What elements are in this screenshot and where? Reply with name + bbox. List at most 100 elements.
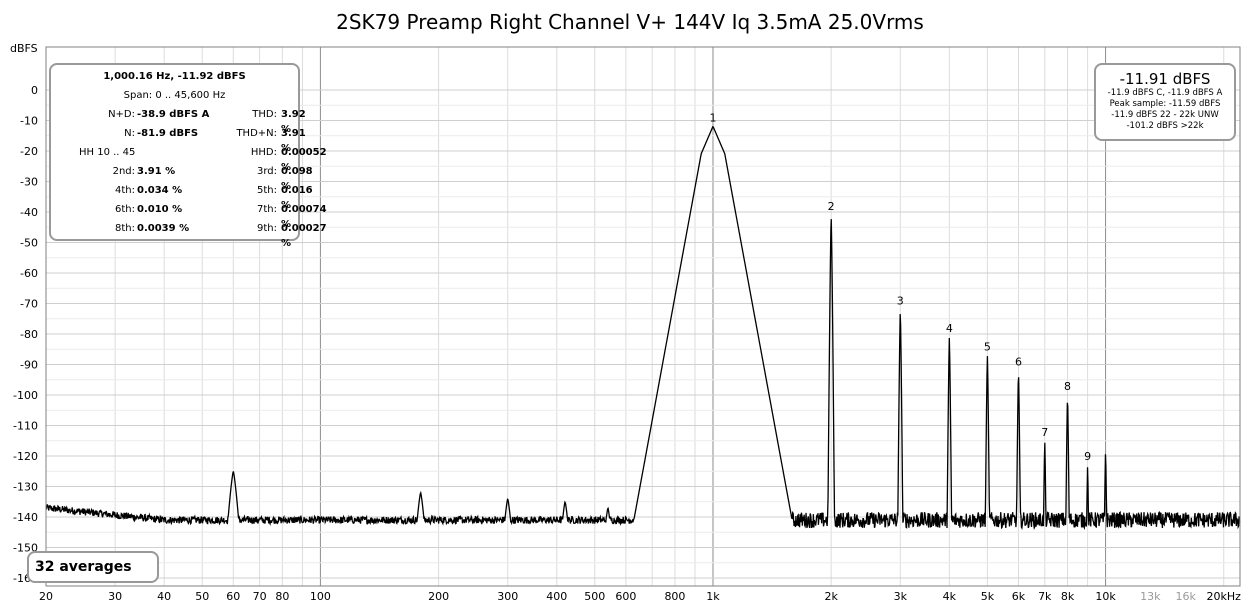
stat-value: 0.00074 % bbox=[281, 204, 327, 230]
stat-value: 0.00027 % bbox=[281, 223, 327, 249]
y-tick-label: 0 bbox=[31, 84, 38, 97]
x-tick-label: 100 bbox=[310, 590, 331, 603]
x-tick-label: 7k bbox=[1038, 590, 1052, 603]
stat-label: 2nd: bbox=[112, 166, 135, 177]
x-tick-label: 40 bbox=[157, 590, 171, 603]
stat-label: 8th: bbox=[115, 223, 135, 234]
stat-value: 0.0039 % bbox=[137, 223, 190, 234]
stats-row: 8th: 0.0039 % 9th: 0.00027 % bbox=[51, 221, 327, 249]
x-tick-label: 200 bbox=[428, 590, 449, 603]
stat-label: THD: bbox=[252, 109, 277, 120]
harmonic-labels: 1 2 3 4 5 6 7 8 9 bbox=[709, 111, 1091, 463]
stat-value: 0.016 % bbox=[281, 185, 313, 211]
stat-label: N: bbox=[124, 128, 135, 139]
harmonic-label: 2 bbox=[828, 200, 835, 213]
level-panel: -11.91 dBFS -11.9 dBFS C, -11.9 dBFS A P… bbox=[1094, 63, 1236, 141]
stat-label: THD+N: bbox=[236, 128, 277, 139]
level-line: Peak sample: -11.59 dBFS bbox=[1109, 99, 1221, 109]
level-line: -101.2 dBFS >22k bbox=[1126, 121, 1204, 131]
y-tick-label: -10 bbox=[20, 115, 38, 128]
stat-label: HHD: bbox=[250, 147, 277, 158]
stat-label: 7th: bbox=[257, 204, 277, 215]
plot-frame bbox=[45, 46, 1241, 587]
stats-row: 2nd: 3.91 % 3rd: 0.098 % bbox=[51, 164, 313, 192]
x-tick-label: 10k bbox=[1095, 590, 1116, 603]
x-tick-label: 13k bbox=[1140, 590, 1161, 603]
harmonic-label: 9 bbox=[1084, 450, 1091, 463]
y-tick-label: -130 bbox=[13, 481, 38, 494]
stats-row: N: -81.9 dBFS THD+N: 3.91 % bbox=[51, 126, 306, 154]
harmonic-label: 7 bbox=[1041, 426, 1048, 439]
x-tick-label: 16k bbox=[1176, 590, 1197, 603]
stats-row: 6th: 0.010 % 7th: 0.00074 % bbox=[51, 202, 327, 230]
x-tick-label: 30 bbox=[108, 590, 122, 603]
stat-label: 5th: bbox=[257, 185, 277, 196]
x-tick-label: 300 bbox=[497, 590, 518, 603]
y-axis: 0 -10 -20 -30 -40 -50 -60 -70 -80 -90 -100 -110 -120… bbox=[13, 84, 38, 585]
y-tick-label: -110 bbox=[13, 420, 38, 433]
stat-value: -81.9 dBFS bbox=[137, 128, 199, 139]
y-tick-label: -80 bbox=[20, 328, 38, 341]
x-tick-label: 80 bbox=[275, 590, 289, 603]
stat-value: -38.9 dBFS A bbox=[137, 109, 210, 120]
x-tick-label: 400 bbox=[546, 590, 567, 603]
x-tick-label: 6k bbox=[1012, 590, 1026, 603]
stat-label: HH 10 .. 45 bbox=[79, 147, 136, 158]
stat-label: N+D: bbox=[108, 109, 135, 120]
x-tick-label: 3k bbox=[894, 590, 908, 603]
stat-label: 9th: bbox=[257, 223, 277, 234]
y-tick-label: -30 bbox=[20, 176, 38, 189]
y-tick-label: -20 bbox=[20, 145, 38, 158]
x-tick-label: 8k bbox=[1061, 590, 1075, 603]
frequency-level-readout: 1,000.16 Hz, -11.92 dBFS bbox=[103, 71, 246, 82]
x-axis: 20 30 40 50 60 70 80 100 200 300 400 500 600 800 1k 2k 3… bbox=[39, 590, 1241, 603]
stat-label: 6th: bbox=[115, 204, 135, 215]
y-tick-label: -50 bbox=[20, 237, 38, 250]
y-axis-label: dBFS bbox=[10, 42, 38, 55]
chart-title: 2SK79 Preamp Right Channel V+ 144V Iq 3.… bbox=[336, 10, 924, 34]
x-tick-label: 600 bbox=[615, 590, 636, 603]
measurement-panel: 1,000.16 Hz, -11.92 dBFS Span: 0 .. 45,6… bbox=[49, 63, 327, 249]
stat-value: 0.00052 % bbox=[281, 147, 327, 173]
stat-value: 3.92 % bbox=[281, 109, 306, 135]
stats-row: HH 10 .. 45 HHD: 0.00052 % bbox=[51, 145, 327, 173]
y-tick-label: -100 bbox=[13, 389, 38, 402]
harmonic-label: 1 bbox=[709, 111, 716, 124]
x-tick-label: 60 bbox=[226, 590, 240, 603]
harmonic-label: 8 bbox=[1064, 380, 1071, 393]
x-tick-label: 50 bbox=[195, 590, 209, 603]
stat-label: 3rd: bbox=[256, 166, 277, 177]
harmonic-label: 3 bbox=[897, 295, 904, 308]
x-tick-label: 4k bbox=[943, 590, 957, 603]
x-tick-label: 500 bbox=[584, 590, 605, 603]
harmonic-label: 4 bbox=[946, 322, 953, 335]
x-tick-label: 2k bbox=[824, 590, 838, 603]
x-tick-label: 800 bbox=[664, 590, 685, 603]
stat-label: 4th: bbox=[115, 185, 135, 196]
y-tick-label: -120 bbox=[13, 450, 38, 463]
stat-value: 0.010 % bbox=[137, 204, 183, 215]
span-readout: Span: 0 .. 45,600 Hz bbox=[123, 90, 226, 101]
stat-value: 3.91 % bbox=[281, 128, 306, 154]
x-tick-label: 1k bbox=[706, 590, 720, 603]
y-tick-label: -140 bbox=[13, 511, 38, 524]
stat-value: 0.098 % bbox=[281, 166, 313, 192]
x-tick-label: 20 bbox=[39, 590, 53, 603]
y-tick-label: -90 bbox=[20, 359, 38, 372]
y-tick-label: -70 bbox=[20, 298, 38, 311]
level-line: -11.9 dBFS C, -11.9 dBFS A bbox=[1107, 88, 1223, 98]
stat-value: 3.91 % bbox=[137, 166, 176, 177]
harmonic-label: 6 bbox=[1015, 356, 1022, 369]
y-tick-label: -40 bbox=[20, 206, 38, 219]
averages-badge: 32 averages bbox=[27, 551, 159, 583]
stat-value: 0.034 % bbox=[137, 185, 183, 196]
stats-row: N+D: -38.9 dBFS A THD: 3.92 % bbox=[51, 107, 306, 135]
x-tick-label: 20kHz bbox=[1207, 590, 1242, 603]
y-tick-label: -60 bbox=[20, 267, 38, 280]
harmonic-label: 5 bbox=[984, 340, 991, 353]
stats-row: 4th: 0.034 % 5th: 0.016 % bbox=[51, 183, 313, 211]
level-main: -11.91 dBFS bbox=[1119, 70, 1211, 88]
x-tick-label: 70 bbox=[253, 590, 267, 603]
x-tick-label: 5k bbox=[981, 590, 995, 603]
level-line: -11.9 dBFS 22 - 22k UNW bbox=[1111, 110, 1219, 120]
